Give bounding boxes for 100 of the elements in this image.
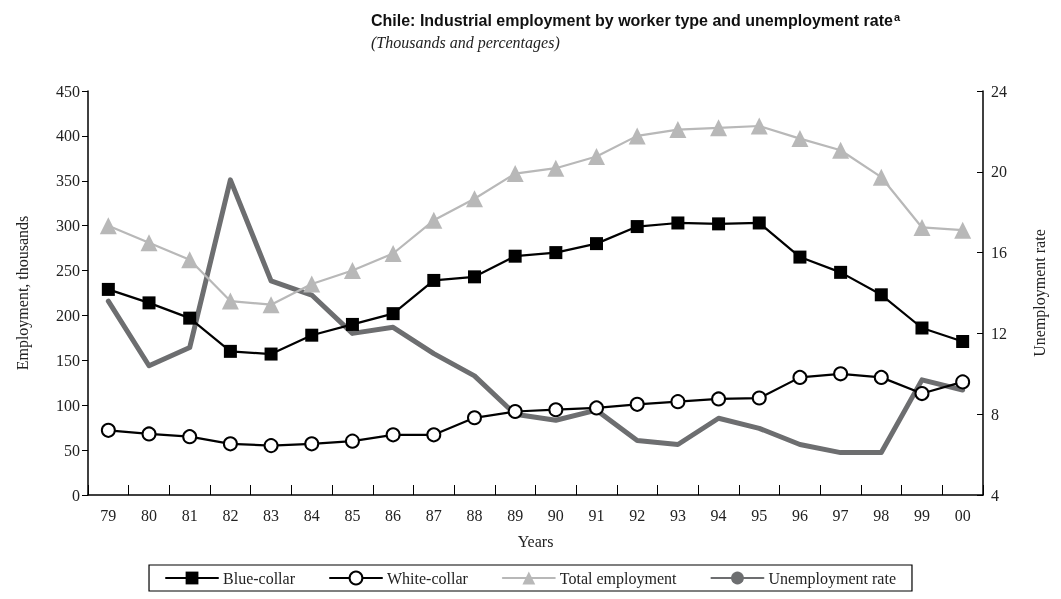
x-tick-label: 91 [588, 506, 605, 524]
point [832, 141, 850, 159]
point [711, 391, 727, 407]
point [384, 245, 402, 262]
point [833, 366, 849, 382]
x-tick-label: 88 [466, 506, 483, 524]
point [548, 402, 564, 418]
point [425, 211, 443, 229]
point [629, 396, 645, 412]
point [303, 275, 321, 293]
point [590, 237, 604, 251]
point [792, 369, 808, 385]
point [467, 270, 481, 284]
x-tick-label: 98 [873, 506, 890, 524]
point [100, 422, 116, 438]
point [465, 190, 483, 208]
y-tick-label: 100 [56, 396, 80, 414]
point [874, 288, 888, 302]
point [791, 130, 809, 148]
x-tick-label: 82 [222, 506, 239, 524]
x-tick-label: 79 [100, 506, 117, 524]
legend-label: Total employment [559, 569, 678, 588]
point [710, 119, 728, 137]
point [507, 404, 523, 419]
x-tick-label: 84 [303, 506, 320, 524]
x-tick-label: 86 [385, 506, 402, 524]
y-tick-label: 250 [56, 262, 80, 280]
point [264, 347, 278, 361]
point [506, 165, 524, 183]
y-tick-label: 50 [64, 441, 80, 459]
x-tick-label: 89 [507, 506, 524, 524]
point [834, 265, 848, 279]
point [427, 273, 441, 287]
point [222, 436, 238, 452]
point [305, 328, 319, 342]
point [304, 436, 320, 452]
point [750, 117, 768, 135]
x-tick-label: 83 [263, 506, 280, 524]
legend-label: Unemployment rate [768, 569, 896, 588]
point [671, 216, 685, 230]
point [344, 433, 360, 449]
point [221, 292, 239, 310]
point [751, 390, 767, 406]
point [343, 262, 361, 280]
y-tick-label: 450 [56, 82, 80, 100]
point [426, 427, 442, 443]
x-tick-label: 97 [832, 506, 849, 524]
point [628, 127, 646, 145]
point [752, 216, 766, 230]
point [263, 438, 279, 454]
y2-tick-label: 4 [991, 486, 999, 504]
y-tick-label: 350 [56, 172, 80, 190]
point [345, 317, 359, 331]
point [669, 121, 687, 139]
y2-tick-label: 16 [991, 244, 1007, 262]
y-tick-label: 200 [56, 306, 80, 324]
point [466, 410, 482, 426]
point [956, 334, 970, 348]
chart-subtitle: (Thousands and percentages) [371, 33, 560, 52]
point [141, 426, 157, 442]
x-axis-title: Years [517, 532, 554, 550]
x-tick-label: 94 [710, 506, 727, 524]
point [262, 296, 280, 314]
x-tick-label: 95 [751, 506, 768, 524]
point [140, 234, 158, 252]
point [712, 217, 726, 231]
point [670, 394, 686, 410]
point [793, 250, 807, 264]
point [914, 386, 930, 402]
point [385, 427, 401, 443]
point [386, 307, 400, 321]
point [630, 220, 644, 234]
y2-tick-label: 12 [991, 324, 1007, 342]
x-tick-label: 92 [629, 506, 646, 524]
x-tick-label: 90 [547, 506, 564, 524]
x-tick-label: 87 [425, 506, 442, 524]
point [589, 400, 605, 416]
y2-tick-label: 24 [991, 82, 1007, 100]
legend-label: White-collar [386, 569, 469, 587]
point [99, 217, 117, 235]
point [913, 218, 931, 236]
y-tick-label: 400 [56, 127, 80, 145]
point [547, 159, 565, 177]
point [101, 282, 115, 296]
x-tick-label: 81 [181, 506, 198, 524]
x-tick-label: 80 [141, 506, 158, 524]
point [223, 344, 237, 358]
point [549, 246, 563, 260]
point [873, 369, 889, 385]
point [955, 374, 971, 390]
y-tick-label: 0 [72, 486, 80, 504]
y-axis-title: Employment, thousands [13, 215, 32, 371]
y2-axis-title: Unemployment rate [1030, 229, 1049, 357]
x-tick-label: 99 [913, 506, 930, 524]
point [872, 168, 890, 186]
y-tick-label: 300 [56, 217, 80, 235]
point [915, 321, 929, 335]
point [182, 429, 198, 445]
legend-label: Blue-collar [223, 569, 296, 587]
point [181, 251, 199, 269]
